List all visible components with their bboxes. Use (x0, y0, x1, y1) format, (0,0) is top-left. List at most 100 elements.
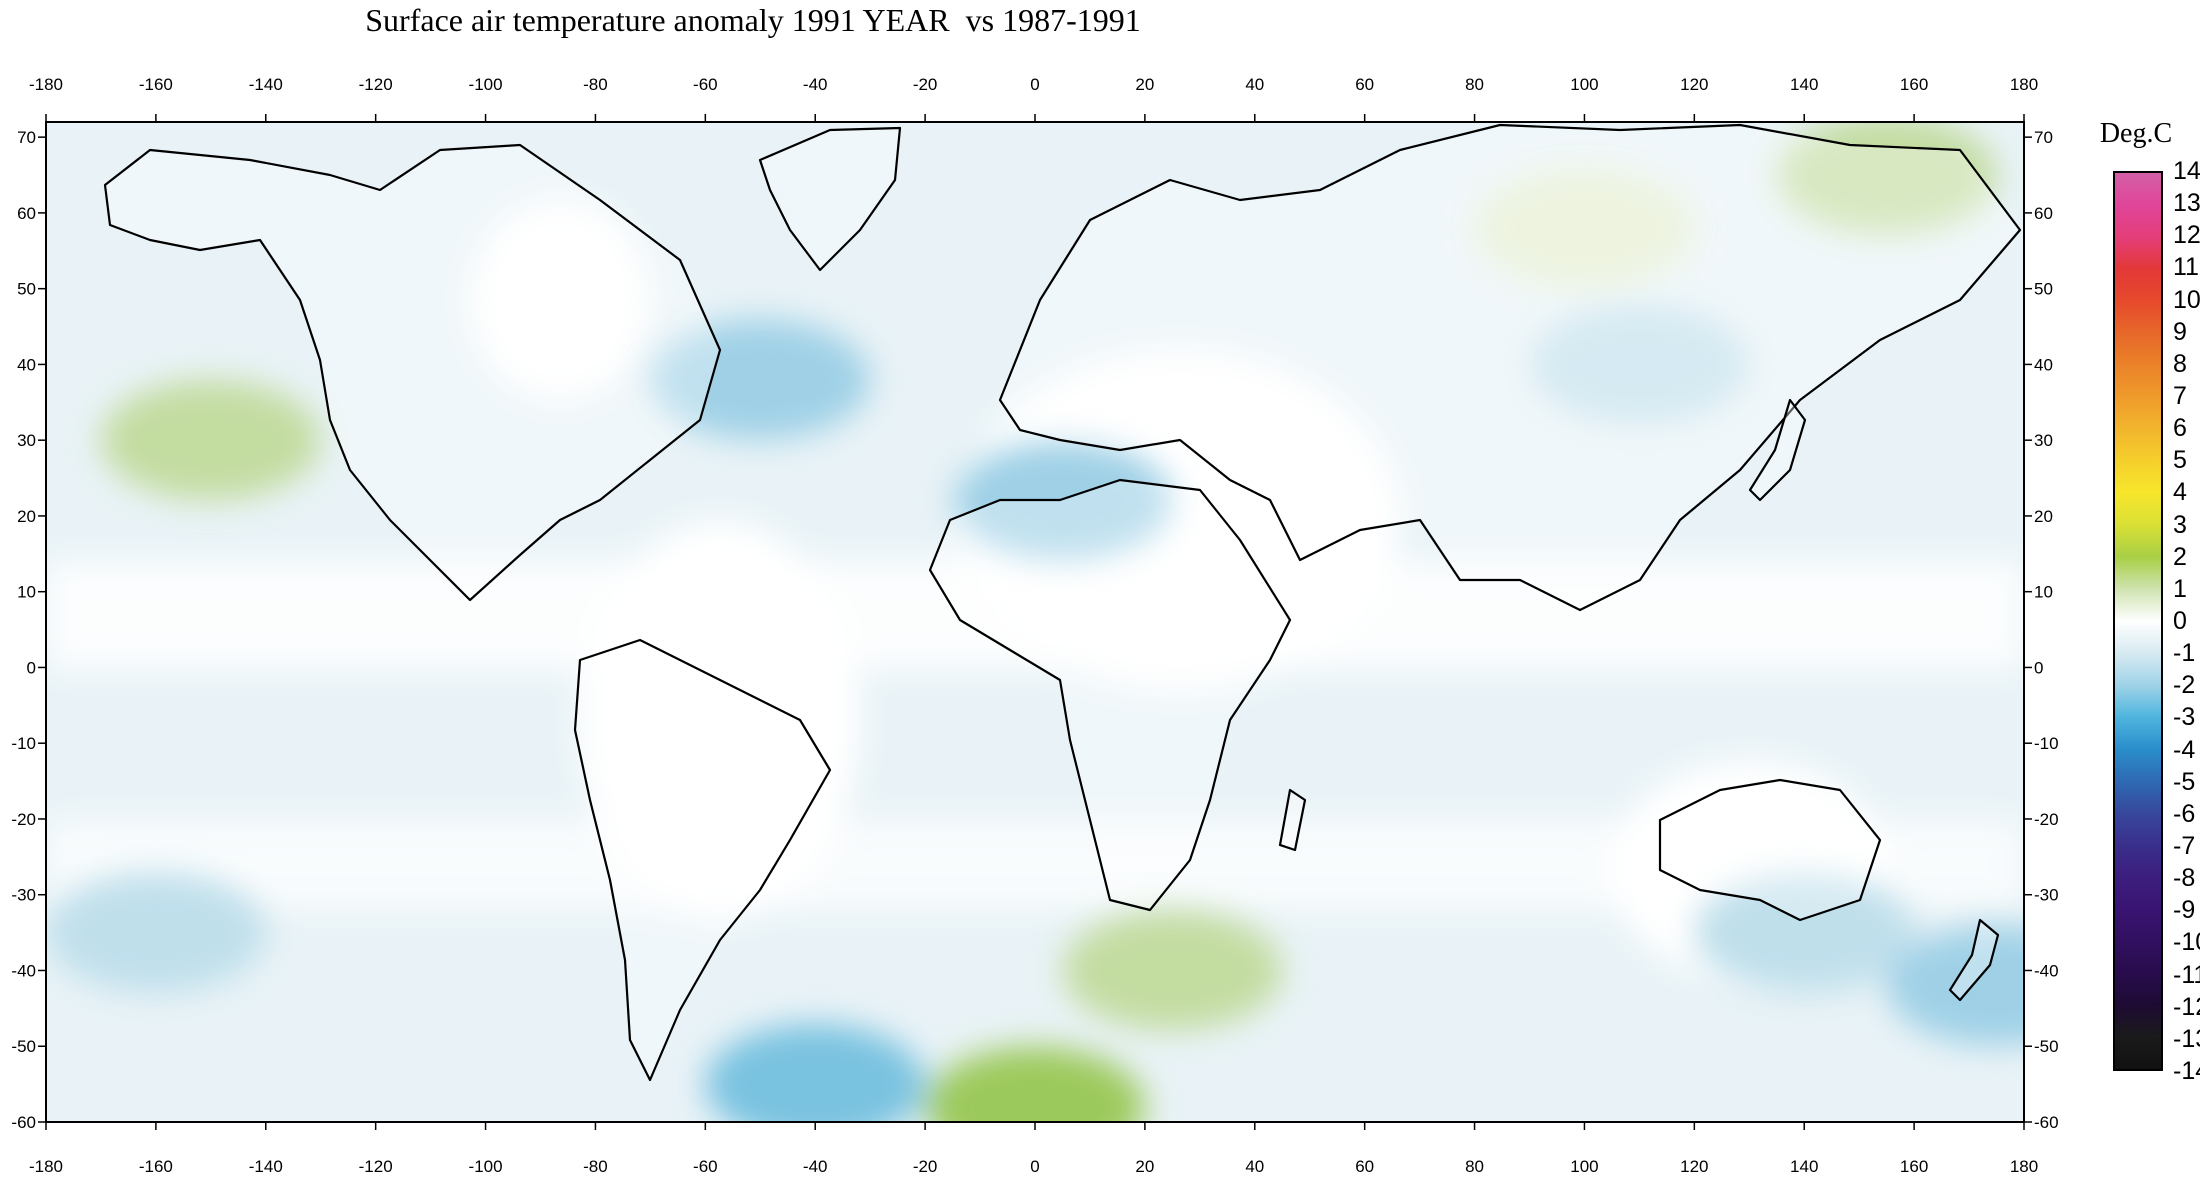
x-tick-label-top: 160 (1900, 75, 1928, 94)
x-tick-label-top: 100 (1570, 75, 1598, 94)
y-tick-label-left: -20 (11, 810, 36, 829)
y-tick-label-right: -30 (2034, 886, 2059, 905)
x-tick-label-bottom: -140 (249, 1157, 283, 1176)
y-tick-label-left: -40 (11, 961, 36, 980)
colorbar-label: -1 (2173, 639, 2196, 668)
x-tick-label-bottom: 40 (1245, 1157, 1264, 1176)
colorbar-label: -8 (2173, 864, 2196, 893)
y-tick-label-right: -10 (2034, 734, 2059, 753)
y-tick-label-left: 0 (27, 658, 36, 677)
y-tick-label-left: 70 (17, 128, 36, 147)
x-tick-label-bottom: -120 (359, 1157, 393, 1176)
x-tick-label-top: 140 (1790, 75, 1818, 94)
colorbar-label: -4 (2173, 735, 2196, 764)
anomaly-region-north-atlantic-cool (650, 319, 871, 440)
x-tick-label-top: 60 (1355, 75, 1374, 94)
north-america-outline (103, 143, 722, 602)
y-tick-label-right: -40 (2034, 961, 2059, 980)
x-tick-label-top: -60 (693, 75, 718, 94)
colorbar-label: 7 (2173, 382, 2187, 410)
y-tick-label-left: 40 (17, 355, 36, 374)
anomaly-region-central-asia-cool (1529, 304, 1750, 425)
x-tick-label-bottom: 60 (1355, 1157, 1374, 1176)
x-tick-label-bottom: -20 (913, 1157, 938, 1176)
x-tick-label-bottom: -160 (139, 1157, 173, 1176)
x-tick-label-bottom: 180 (2010, 1157, 2038, 1176)
colorbar-label: 2 (2173, 542, 2187, 571)
colorbar-label: 5 (2173, 446, 2187, 475)
colorbar-label: -9 (2173, 896, 2196, 925)
colorbar-label: 14 (2173, 157, 2200, 185)
colorbar-label: -14 (2173, 1057, 2200, 1085)
y-tick-label-right: -20 (2034, 810, 2059, 829)
australia-outline (1658, 778, 1882, 922)
colorbar-label: 8 (2173, 349, 2187, 378)
x-tick-label-top: -20 (913, 75, 938, 94)
x-tick-label-top: 0 (1030, 75, 1039, 94)
y-tick-label-right: 30 (2034, 431, 2053, 450)
y-tick-label-right: 50 (2034, 280, 2053, 299)
anomaly-region-sahara-cool (952, 440, 1173, 561)
colorbar-label: 1 (2173, 574, 2187, 603)
x-tick-label-top: 20 (1135, 75, 1154, 94)
greenland-outline (758, 126, 902, 272)
madagascar-outline (1278, 788, 1307, 852)
japan-outline (1748, 398, 1807, 502)
africa-outline (928, 478, 1292, 912)
x-tick-label-top: 80 (1465, 75, 1484, 94)
colorbar-label: 0 (2173, 607, 2187, 635)
x-tick-label-top: -40 (803, 75, 828, 94)
map-title: Surface air temperature anomaly 1991 YEA… (365, 2, 1141, 38)
y-tick-label-left: 20 (17, 507, 36, 526)
anomaly-region-southern-africa-ocean-warm (1062, 910, 1283, 1031)
colorbar-label: -2 (2173, 671, 2196, 700)
y-tick-label-left: -50 (11, 1037, 36, 1056)
y-tick-label-left: -30 (11, 886, 36, 905)
y-tick-label-left: 50 (17, 280, 36, 299)
x-tick-label-top: 120 (1680, 75, 1708, 94)
colorbar-label: -10 (2173, 928, 2200, 957)
x-tick-label-bottom: -60 (693, 1157, 718, 1176)
x-tick-label-bottom: 140 (1790, 1157, 1818, 1176)
x-tick-label-bottom: 0 (1030, 1157, 1039, 1176)
anomaly-region-southern-ocean-cool (705, 1024, 926, 1122)
y-tick-label-right: 60 (2034, 204, 2053, 223)
colorbar (2113, 171, 2163, 1071)
x-tick-label-bottom: -80 (583, 1157, 608, 1176)
y-tick-label-left: 60 (17, 204, 36, 223)
colorbar-label: -3 (2173, 703, 2196, 732)
y-tick-label-left: 10 (17, 583, 36, 602)
x-tick-label-bottom: -180 (29, 1157, 63, 1176)
y-tick-label-right: -50 (2034, 1037, 2059, 1056)
colorbar-label: 13 (2173, 189, 2200, 218)
colorbar-label: 6 (2173, 414, 2187, 443)
x-tick-label-bottom: 160 (1900, 1157, 1928, 1176)
x-tick-label-top: -140 (249, 75, 283, 94)
anomaly-region-new-zealand-cool (1886, 925, 2024, 1046)
x-tick-label-top: -120 (359, 75, 393, 94)
colorbar-label: 12 (2173, 221, 2200, 250)
anomaly-region-western-pacific-cool (1694, 872, 1915, 993)
colorbar-label: -13 (2173, 1024, 2200, 1053)
colorbar-label: 4 (2173, 478, 2187, 507)
y-tick-label-right: 20 (2034, 507, 2053, 526)
y-tick-label-right: 70 (2034, 128, 2053, 147)
colorbar-label: 10 (2173, 285, 2200, 314)
x-tick-label-top: -100 (469, 75, 503, 94)
x-tick-label-top: -180 (29, 75, 63, 94)
x-tick-label-top: -160 (139, 75, 173, 94)
anomaly-region-eastern-pacific-cool (46, 872, 266, 993)
x-tick-label-top: 40 (1245, 75, 1264, 94)
y-tick-label-right: 10 (2034, 583, 2053, 602)
y-tick-label-left: -60 (11, 1113, 36, 1132)
colorbar-label: 11 (2173, 253, 2199, 282)
y-tick-label-right: -60 (2034, 1113, 2059, 1132)
anomaly-region-siberia-warm (1474, 168, 1695, 289)
x-tick-label-top: -80 (583, 75, 608, 94)
colorbar-unit: Deg.C (2099, 118, 2173, 149)
x-tick-label-bottom: 120 (1680, 1157, 1708, 1176)
anomaly-region-north-pacific-warm (100, 380, 321, 501)
y-tick-label-left: 30 (17, 431, 36, 450)
south-america-outline (573, 638, 832, 1082)
colorbar-label: -5 (2173, 767, 2196, 796)
